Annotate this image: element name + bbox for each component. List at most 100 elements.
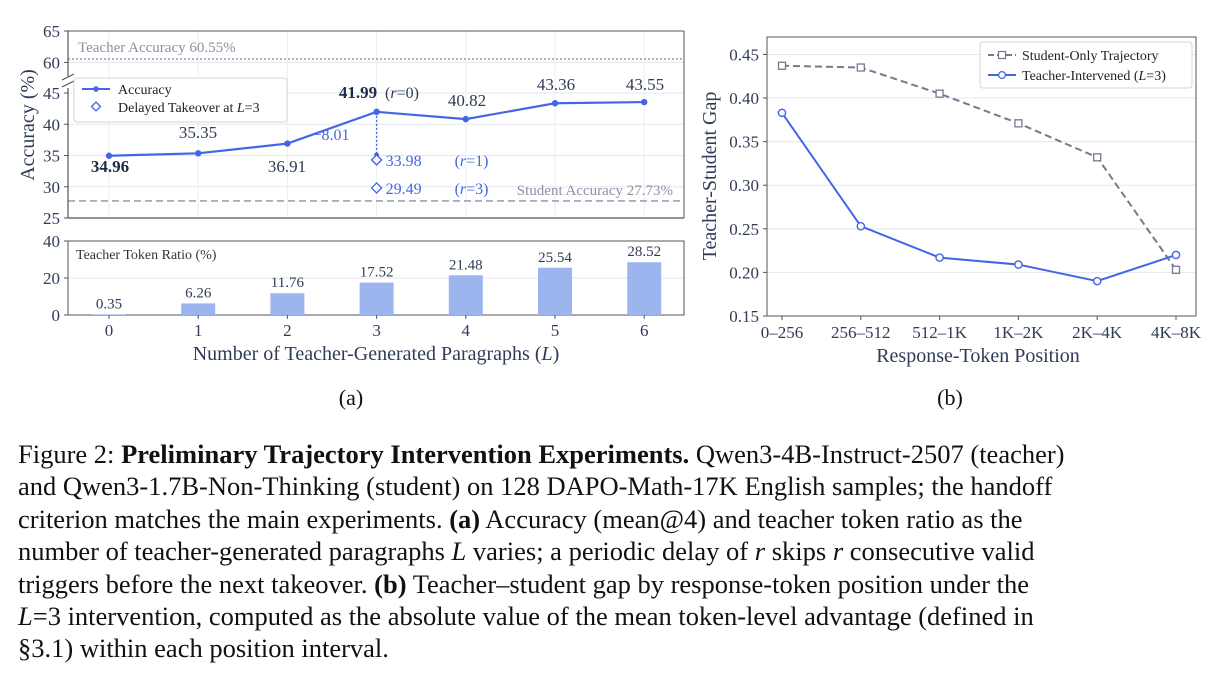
caption-text: consecutive valid: [849, 536, 1035, 567]
delayed-takeover-point: [370, 181, 383, 194]
gap-x-axis-label: Response-Token Position: [876, 345, 1080, 367]
y-tick-label: 45: [43, 84, 60, 103]
x-tick-label: 5: [551, 321, 560, 340]
caption-figure-label: Figure 2:: [18, 439, 115, 469]
x-tick-label: 0–256: [761, 323, 804, 342]
caption-text: and Qwen3-1.7B-Non-Thinking (student) on…: [18, 471, 1053, 502]
bar-value-label: 6.26: [185, 285, 212, 301]
y-tick-label: 0.25: [729, 220, 759, 239]
panel-a-label: (a): [339, 385, 363, 410]
y-tick-label: 40: [43, 232, 60, 251]
axis-break-marker: [61, 73, 75, 88]
accuracy-point: [284, 140, 291, 147]
accuracy-point: [462, 115, 469, 123]
legend-box: [73, 77, 288, 123]
caption-text: Teacher–student gap by response-token po…: [412, 568, 1029, 599]
teacher-intervened-point: [856, 221, 866, 231]
caption-line-5: triggers before the next takeover. (b) T…: [18, 568, 1206, 600]
y-tick-label: 0.20: [729, 263, 759, 282]
student-only-point: [935, 89, 944, 98]
teacher-intervened-line: [781, 112, 1177, 283]
bar-value-label: 25.54: [538, 250, 572, 266]
caption-line-1: Figure 2: Preliminary Trajectory Interve…: [18, 438, 1206, 470]
x-tick-label: 256–512: [831, 323, 891, 342]
accuracy-point: [195, 150, 202, 157]
accuracy-value-label: 43.36: [537, 75, 575, 94]
bar-value-label: 17.52: [360, 265, 394, 281]
drop-annotation: −8.01: [312, 127, 349, 144]
teacher-intervened-point: [777, 108, 787, 118]
accuracy-gridlines: [68, 30, 684, 219]
y-tick-label: 0.30: [729, 176, 759, 195]
accuracy-y-axis-label: Accuracy (%): [17, 69, 39, 181]
accuracy-series: [105, 98, 648, 194]
reference-lines: Teacher Accuracy 60.55% Student Accuracy …: [68, 40, 684, 202]
y-tick-label: 30: [43, 178, 60, 197]
student-only-point: [1093, 153, 1102, 162]
token-ratio-x-axis-label: Number of Teacher-Generated Paragraphs (…: [193, 343, 560, 365]
accuracy-point: [641, 98, 648, 106]
accuracy-point: [551, 100, 559, 107]
axes-frame: [766, 36, 1197, 317]
bar: [538, 267, 572, 315]
legend-marker-swatch: [997, 70, 1007, 80]
x-tick-label: 2: [283, 321, 292, 340]
y-tick-label: 20: [43, 269, 60, 288]
x-tick-label: 4K–8K: [1151, 323, 1202, 342]
caption-line-4: number of teacher-generated paragraphs L…: [18, 535, 1206, 567]
y-tick-label: 0.35: [729, 133, 759, 152]
bar: [181, 303, 216, 315]
accuracy-value-label: 41.99: [339, 83, 377, 102]
y-tick-label: 40: [43, 115, 60, 134]
r0-annotation: (r=0): [385, 85, 419, 102]
accuracy-point: [105, 152, 113, 159]
accuracy-value-label: 36.91: [268, 157, 306, 176]
bar-value-label: 11.76: [271, 275, 305, 291]
caption-text: number of teacher-generated paragraphs: [18, 536, 445, 567]
y-tick-label: 0.15: [729, 307, 759, 326]
caption-math: r: [832, 536, 844, 567]
caption-title: Preliminary Trajectory Intervention Expe…: [121, 439, 690, 469]
legend-diamond-swatch: [90, 101, 102, 112]
y-tick-label: 25: [43, 209, 60, 228]
caption-math: L: [451, 536, 467, 567]
delayed-takeover-note: (r=3): [455, 181, 489, 198]
accuracy-chart: Teacher Accuracy 60.55% Student Accuracy …: [43, 22, 685, 228]
gap-chart: 0.15 0.20 0.25 0.30 0.35 0.40 0.45 0–256 256–512…: [729, 36, 1202, 342]
x-tick-label: 1K–2K: [993, 323, 1044, 342]
x-tick-label: 2K–4K: [1072, 323, 1123, 342]
y-tick-label: 60: [43, 53, 60, 72]
y-tick-label: 65: [43, 22, 60, 41]
bar: [270, 293, 305, 315]
legend-label: Teacher-Intervened (L=3): [1022, 69, 1166, 84]
x-tick-label: 0: [105, 321, 114, 340]
panel-b-label: (b): [937, 385, 963, 410]
caption-math: L: [18, 601, 33, 632]
student-accuracy-label: Student Accuracy 27.73%: [517, 183, 673, 199]
accuracy-legend: Accuracy Delayed Takeover at L=3: [73, 77, 288, 123]
y-tick-label: 0: [52, 306, 61, 325]
teacher-accuracy-label: Teacher Accuracy 60.55%: [78, 40, 236, 56]
y-tick-label: 0.40: [729, 89, 759, 108]
caption-text: Qwen3-4B-Instruct-2507 (teacher): [695, 439, 1065, 469]
legend-box: [979, 41, 1193, 89]
caption-text: criterion matches the main experiments.: [18, 503, 443, 534]
student-only-line: [781, 64, 1177, 271]
accuracy-value-label: 43.55: [626, 75, 664, 94]
accuracy-axes-frame: [61, 30, 685, 219]
y-tick-label: 0.45: [729, 45, 759, 64]
bar: [92, 314, 126, 315]
teacher-intervened-point: [935, 253, 944, 262]
legend-label: Accuracy: [118, 83, 172, 98]
gap-y-axis-label: Teacher-Student Gap: [699, 92, 721, 261]
bar: [627, 262, 662, 315]
bar-value-label: 21.48: [449, 257, 483, 273]
accuracy-value-label: 34.96: [91, 157, 129, 176]
caption-line-7: §3.1) within each position interval.: [18, 632, 1206, 664]
x-tick-label: 3: [372, 321, 381, 340]
delayed-takeover-value: 29.49: [386, 181, 422, 198]
x-tick-label: 1: [194, 321, 203, 340]
caption-text: §3.1) within each position interval.: [18, 633, 389, 664]
accuracy-value-label: 40.82: [448, 91, 486, 110]
y-tick-label: 35: [43, 147, 60, 166]
